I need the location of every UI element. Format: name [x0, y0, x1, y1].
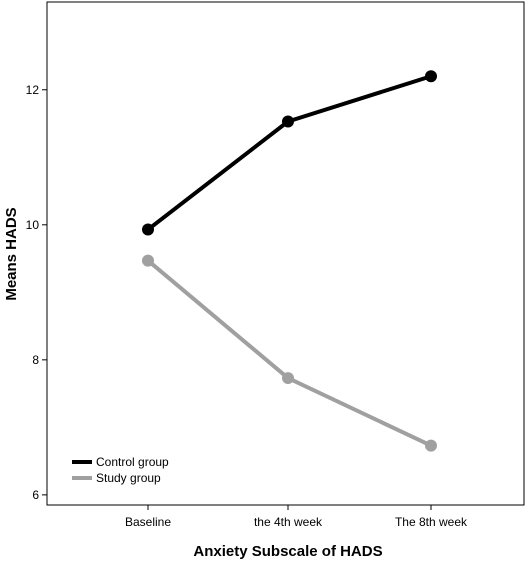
series-layer	[142, 70, 437, 452]
y-tick-label: 10	[26, 218, 40, 232]
x-tick-label: the 4th week	[254, 515, 323, 529]
y-tick-label: 12	[26, 83, 40, 97]
legend-label: Study group	[96, 471, 161, 485]
data-point	[142, 223, 154, 236]
data-point	[282, 372, 294, 385]
x-axis-title: Anxiety Subscale of HADS	[193, 543, 382, 560]
y-axis-ticks: 6 8 10 12	[26, 83, 47, 502]
legend-label: Control group	[96, 455, 169, 469]
y-tick-label: 8	[32, 353, 39, 367]
plot-frame	[46, 1, 525, 506]
data-point	[425, 70, 437, 83]
data-point	[282, 115, 294, 128]
x-tick-label: Baseline	[125, 515, 171, 529]
x-tick-label: The 8th week	[395, 515, 468, 529]
data-point	[425, 439, 437, 452]
data-point	[142, 254, 154, 267]
y-tick-label: 6	[32, 488, 39, 502]
legend: Control group Study group	[72, 455, 169, 485]
y-axis-title: Means HADS	[3, 207, 20, 300]
x-axis-ticks: Baseline the 4th week The 8th week	[125, 505, 468, 529]
